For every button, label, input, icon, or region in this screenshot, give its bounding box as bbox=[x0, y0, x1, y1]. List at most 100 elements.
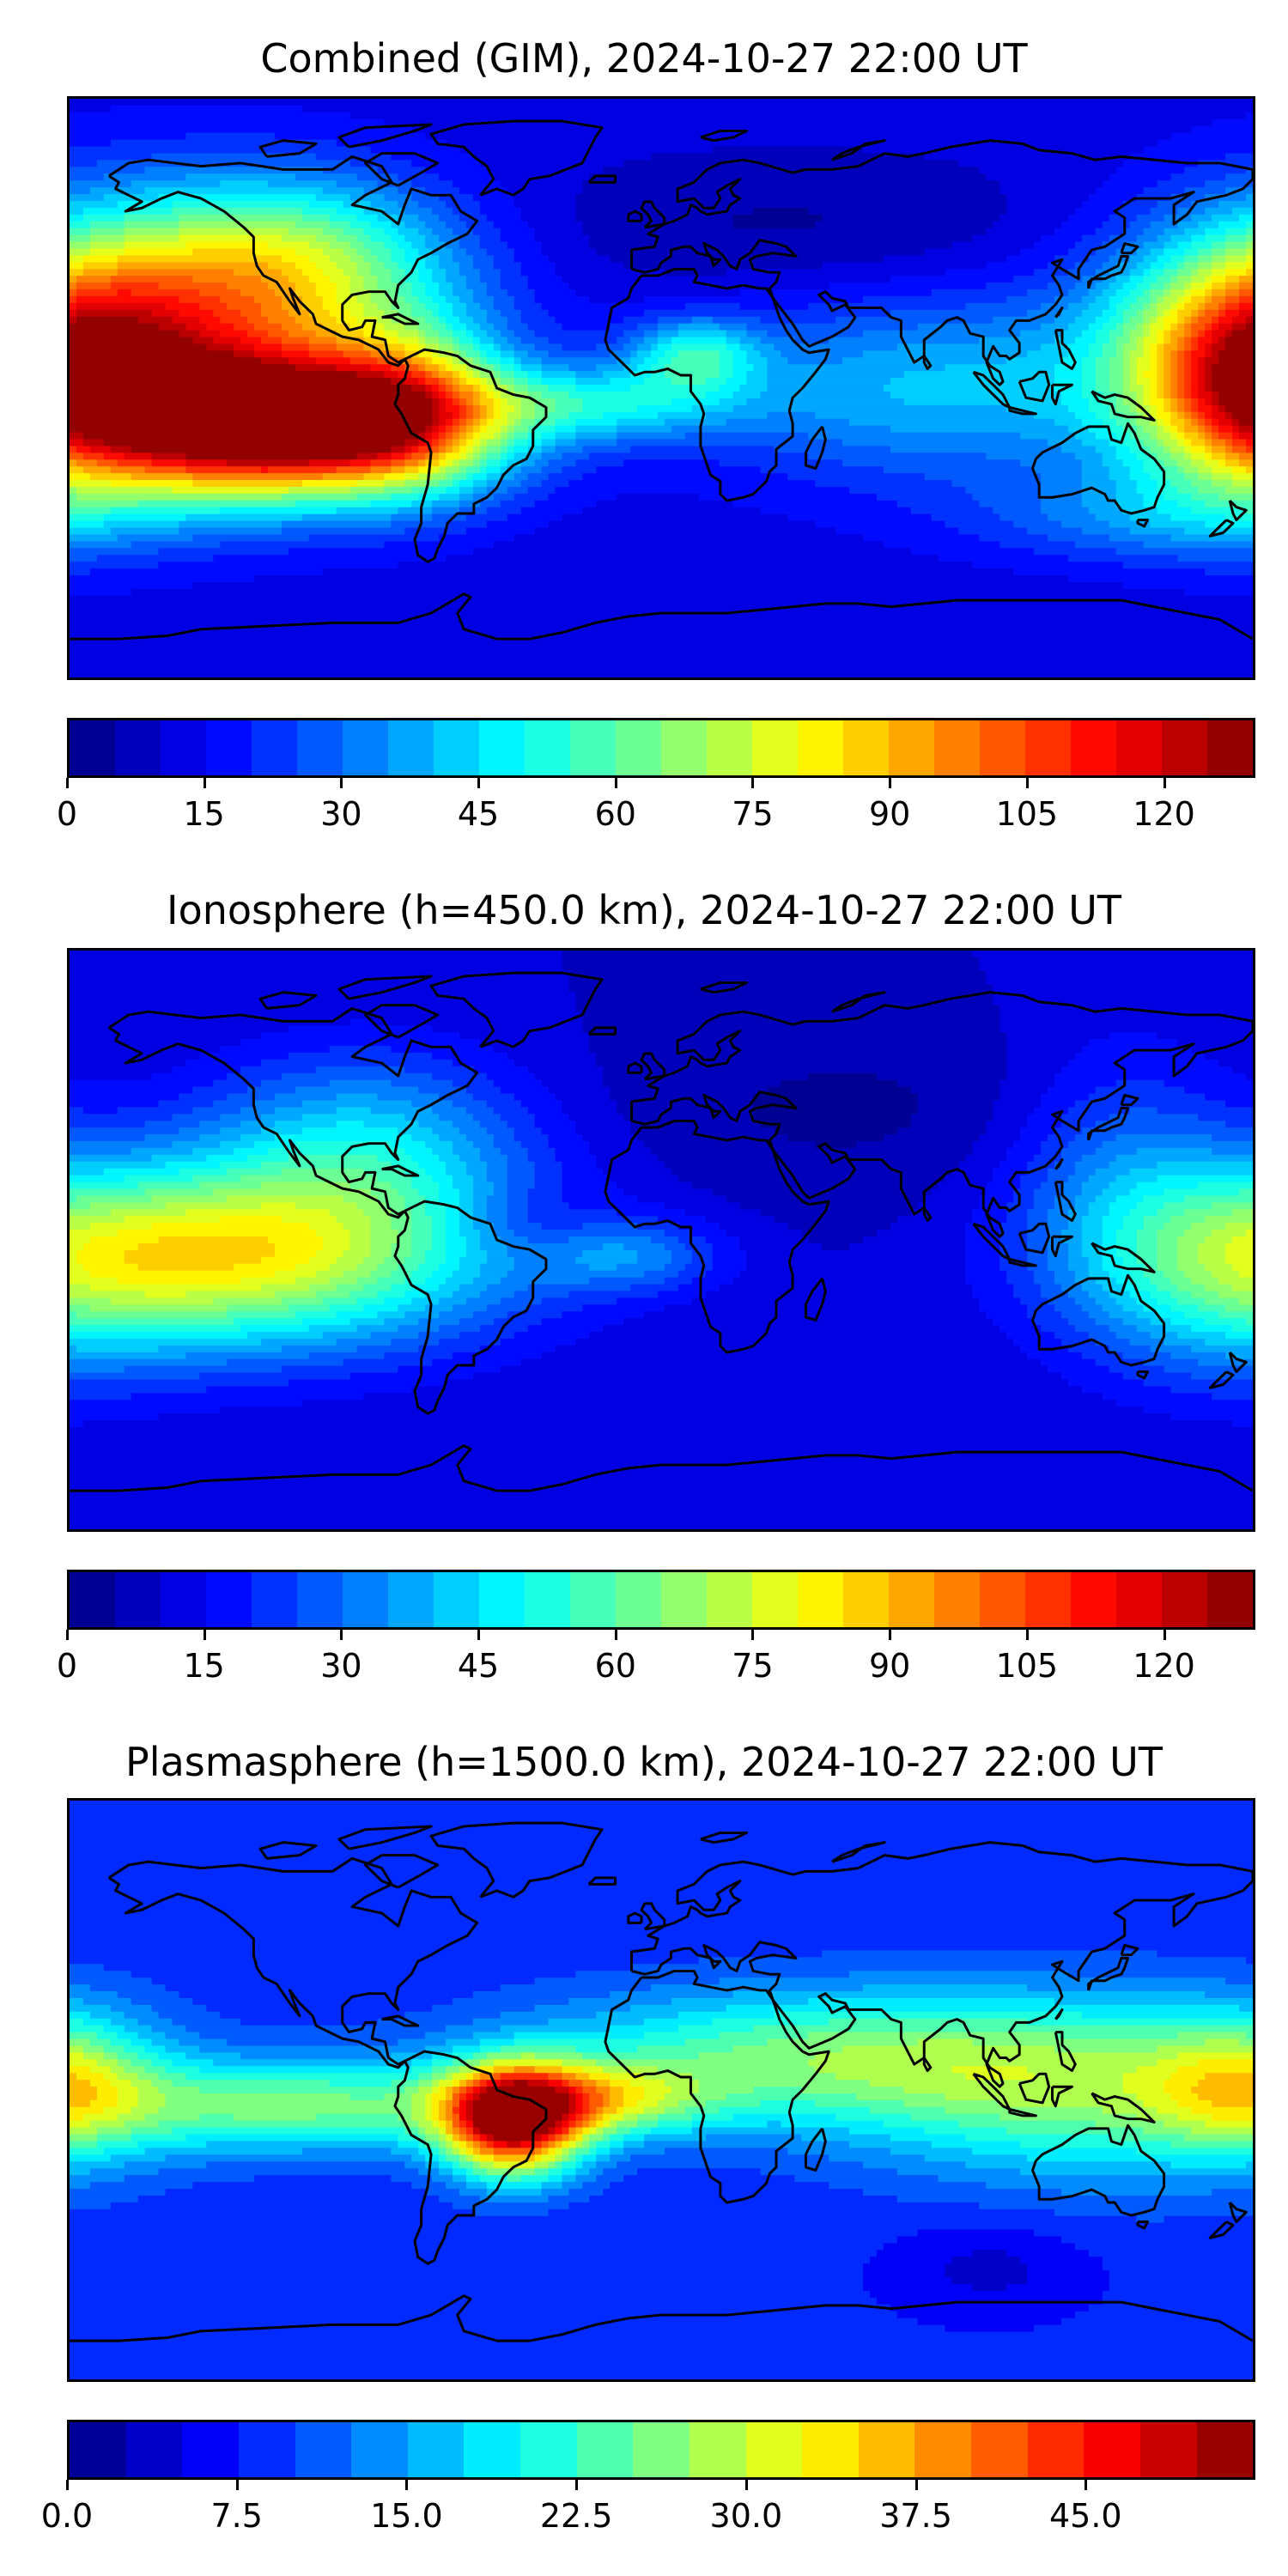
colorbar-ticks: 0.0 7.5 15.0 22.5 30.0 37.5 45.0 bbox=[41, 2480, 1255, 2535]
colorbar-segment bbox=[182, 2422, 239, 2477]
colorbar-segment bbox=[520, 2422, 577, 2477]
colorbar-tick bbox=[405, 2480, 409, 2490]
coastline bbox=[381, 1164, 420, 1177]
colorbar-segment bbox=[1116, 1572, 1162, 1627]
coastline bbox=[1018, 370, 1051, 403]
colorbar-segment bbox=[1162, 1572, 1207, 1627]
colorbar-tick bbox=[1025, 1630, 1029, 1640]
colorbar-segment bbox=[479, 720, 525, 775]
coastline bbox=[381, 2014, 420, 2027]
tec-map bbox=[70, 1801, 1253, 2379]
colorbar-segment bbox=[934, 720, 980, 775]
panel-title: Plasmasphere (h=1500.0 km), 2024-10-27 2… bbox=[125, 1739, 1163, 1785]
coastline bbox=[1031, 422, 1166, 515]
coastline bbox=[831, 1841, 886, 1863]
coastline bbox=[337, 1825, 433, 1850]
colorbar-tick-label: 75 bbox=[732, 795, 774, 833]
colorbar-tick bbox=[340, 778, 343, 788]
tec-contours bbox=[70, 1801, 1253, 2379]
colorbar-tick bbox=[575, 2480, 579, 2490]
colorbar bbox=[67, 2420, 1255, 2480]
panel-title: Combined (GIM), 2024-10-27 22:00 UT bbox=[260, 35, 1028, 82]
colorbar-segment bbox=[934, 1572, 980, 1627]
coastline bbox=[1051, 2085, 1074, 2108]
coastline bbox=[337, 123, 433, 149]
coastline bbox=[1091, 2092, 1156, 2123]
colorbar-ticks: 0 15 30 45 60 75 90 105 120 bbox=[57, 778, 1255, 833]
colorbar-segment bbox=[70, 1572, 115, 1627]
coastline bbox=[587, 1026, 617, 1036]
colorbar-segment bbox=[576, 2422, 634, 2477]
coastline bbox=[1031, 1273, 1166, 1367]
colorbar bbox=[67, 1570, 1255, 1630]
coastline bbox=[630, 139, 1253, 386]
colorbar-segment bbox=[1025, 720, 1071, 775]
colorbar-segment bbox=[343, 720, 388, 775]
coastline bbox=[1120, 242, 1139, 255]
colorbar-segment bbox=[707, 1572, 752, 1627]
coastline bbox=[831, 139, 886, 161]
coastlines bbox=[70, 119, 1253, 641]
colorbar-segment bbox=[570, 720, 616, 775]
colorbar-segment bbox=[971, 2422, 1028, 2477]
colorbar-segment bbox=[238, 2422, 295, 2477]
colorbar-tick bbox=[889, 1630, 892, 1640]
colorbar-segment bbox=[388, 1572, 434, 1627]
panel-title: Ionosphere (h=450.0 km), 2024-10-27 22:0… bbox=[167, 887, 1121, 933]
colorbar-tick-label: 45.0 bbox=[1048, 2497, 1122, 2535]
coastlines bbox=[70, 971, 1253, 1492]
coastline bbox=[1054, 306, 1064, 319]
colorbar-segment bbox=[525, 720, 570, 775]
colorbar-segment bbox=[1196, 2422, 1253, 2477]
colorbar-tick-label: 30.0 bbox=[709, 2497, 783, 2535]
coastlines bbox=[70, 1821, 1253, 2342]
colorbar-tick bbox=[235, 2480, 239, 2490]
colorbar-tick bbox=[1084, 2480, 1088, 2490]
colorbar-segment bbox=[206, 1572, 252, 1627]
coastline bbox=[108, 1006, 479, 1219]
coastline bbox=[640, 200, 666, 229]
colorbar-segment bbox=[434, 1572, 479, 1627]
colorbar-segment bbox=[70, 720, 115, 775]
coastline bbox=[700, 1831, 749, 1844]
colorbar-segment bbox=[616, 720, 661, 775]
colorbar-tick bbox=[66, 2480, 69, 2490]
coastline bbox=[393, 348, 548, 563]
colorbar-tick bbox=[1163, 1630, 1166, 1640]
coastline bbox=[604, 1969, 830, 2204]
colorbar-segment bbox=[802, 2422, 859, 2477]
colorbar-tick-label: 120 bbox=[1133, 795, 1195, 833]
colorbar-tick-label: 30 bbox=[320, 1647, 362, 1685]
coastline bbox=[587, 174, 617, 184]
colorbar-segment bbox=[252, 720, 297, 775]
colorbar-tick bbox=[203, 778, 206, 788]
coastline bbox=[1136, 1370, 1150, 1380]
colorbar-tick bbox=[614, 1630, 617, 1640]
colorbar-tick bbox=[66, 1630, 69, 1640]
coastline bbox=[627, 1911, 643, 1924]
colorbar-tick-label: 60 bbox=[594, 795, 636, 833]
colorbar-tick bbox=[889, 778, 892, 788]
colorbar-tick-label: 30 bbox=[320, 795, 362, 833]
colorbar-segment bbox=[858, 2422, 915, 2477]
colorbar-tick-label: 120 bbox=[1133, 1647, 1195, 1685]
coastline bbox=[922, 2057, 933, 2072]
colorbar-segment bbox=[343, 1572, 388, 1627]
colorbar-segment bbox=[616, 1572, 661, 1627]
colorbar-tick bbox=[751, 778, 755, 788]
coastline bbox=[1018, 2072, 1051, 2105]
colorbar-segment bbox=[1071, 720, 1116, 775]
colorbar-segment bbox=[161, 720, 206, 775]
coastline bbox=[364, 1004, 440, 1039]
coastline bbox=[393, 1200, 548, 1415]
coastline bbox=[922, 355, 933, 370]
map-combined bbox=[67, 96, 1255, 680]
coastline bbox=[1228, 499, 1248, 522]
coastline bbox=[1091, 390, 1156, 422]
colorbar-segment bbox=[295, 2422, 352, 2477]
coastline bbox=[627, 210, 643, 222]
coastline bbox=[1208, 1370, 1235, 1389]
colorbar-segment bbox=[351, 2422, 408, 2477]
colorbar-segment bbox=[707, 720, 752, 775]
coastline bbox=[1087, 254, 1130, 289]
